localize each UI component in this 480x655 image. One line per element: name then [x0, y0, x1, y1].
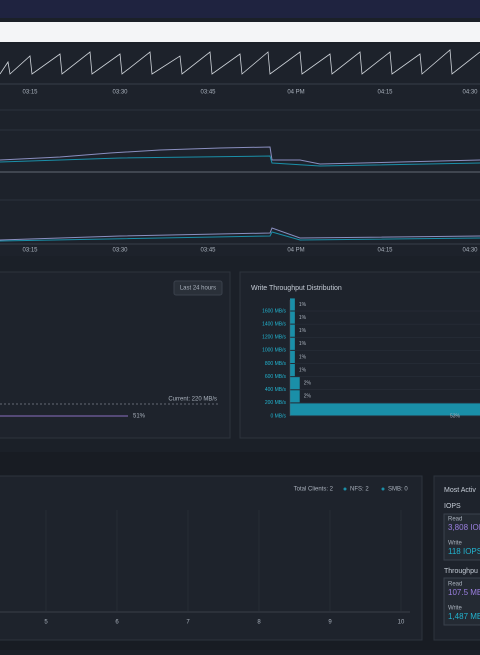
sparkline — [0, 49, 480, 75]
x-tick-label: 03:15 — [22, 248, 38, 254]
y-tick-label: 1400 MB/s — [262, 321, 286, 327]
x-tick-label: 6 — [115, 620, 119, 626]
bar — [290, 324, 295, 337]
y-tick-label: 400 MB/s — [265, 387, 287, 393]
y-tick-label: 1000 MB/s — [262, 348, 286, 354]
y-tick-label: 1600 MB/s — [262, 308, 286, 314]
x-tick-label: 9 — [328, 620, 332, 626]
iops-heading: IOPS — [444, 503, 461, 510]
bar-label: 1% — [299, 341, 307, 347]
read-panel — [0, 271, 231, 439]
iops-box — [443, 513, 480, 561]
histogram: 0 MB/s 200 MB/s 400 MB/s 600 MB/s 800 MB/s 10… — [262, 298, 480, 419]
range-button-label[interactable]: Last 24 hours — [180, 286, 216, 292]
most-active: Most Activ IOPS Read 3,808 IOPS Write 11… — [443, 487, 480, 626]
timeline-panel — [0, 44, 480, 256]
write-throughput: 1,487 MB/s — [448, 612, 480, 621]
search-bar[interactable] — [0, 22, 480, 42]
write-iops: 118 IOPS — [448, 547, 480, 556]
smb-dot — [381, 487, 385, 491]
throughput-heading: Throughpu — [444, 568, 478, 575]
line — [0, 227, 480, 241]
bar — [290, 337, 295, 350]
y-tick-label: 800 MB/s — [265, 361, 287, 367]
clients-panel — [0, 475, 423, 641]
current-label: Current: 220 MB/s — [168, 397, 217, 403]
write-label: Write — [448, 606, 463, 612]
bar-label: 1% — [299, 302, 307, 308]
smb-count: SMB: 0 — [388, 487, 408, 493]
bar-label: 1% — [299, 315, 307, 321]
panel-title: Most Activ — [444, 487, 476, 494]
x-tick-label: 04:15 — [377, 248, 393, 254]
x-tick-label: 04:30 — [462, 90, 478, 96]
bar-label: 1% — [299, 367, 307, 373]
bar — [290, 377, 300, 390]
line — [0, 231, 480, 242]
line — [0, 146, 480, 165]
read-label: Read — [448, 582, 462, 588]
bar — [290, 364, 295, 377]
clients-axis: 5 6 7 8 9 10 — [44, 510, 405, 626]
top-bar — [0, 0, 480, 18]
x-tick-label: 03:45 — [200, 90, 216, 96]
chart-title: Write Throughput Distribution — [251, 285, 342, 292]
bar-label: 1% — [299, 328, 307, 334]
line — [0, 155, 480, 167]
range-button[interactable] — [173, 280, 223, 296]
x-tick-label: 5 — [44, 620, 48, 626]
x-tick-label: 04:30 — [462, 248, 478, 254]
x-tick-label: 03:45 — [200, 248, 216, 254]
bar-label: 2% — [304, 394, 312, 400]
nfs-count: NFS: 2 — [350, 487, 369, 493]
x-tick-label: 10 — [398, 620, 405, 626]
x-tick-label: 04:15 — [377, 90, 393, 96]
x-tick-label: 03:30 — [112, 90, 128, 96]
x-tick-label: 03:30 — [112, 248, 128, 254]
throughput-box — [443, 577, 480, 626]
bar — [290, 350, 295, 364]
bar — [290, 390, 300, 403]
x-tick-label: 7 — [186, 620, 190, 626]
y-tick-label: 1200 MB/s — [262, 335, 286, 341]
x-tick-label: 03:15 — [22, 90, 38, 96]
write-label: Write — [448, 541, 463, 547]
x-tick-label: 04 PM — [287, 90, 304, 96]
bar — [290, 311, 295, 324]
y-tick-label: 200 MB/s — [265, 400, 287, 406]
x-tick-label: 8 — [257, 620, 261, 626]
bar-label: 1% — [299, 354, 307, 360]
bar-label: 2% — [304, 381, 312, 387]
percent-label: 51% — [133, 414, 146, 420]
total-clients: Total Clients: 2 — [294, 487, 334, 493]
read-iops: 3,808 IOPS — [448, 523, 480, 532]
read-throughput: 107.5 MB/s — [448, 588, 480, 597]
bar — [290, 298, 295, 311]
y-tick-label: 600 MB/s — [265, 374, 287, 380]
bar — [290, 403, 480, 416]
read-label: Read — [448, 517, 462, 523]
x-tick-label: 04 PM — [287, 248, 304, 254]
bar-label: 53% — [450, 413, 461, 419]
y-tick-label: 0 MB/s — [270, 413, 286, 419]
nfs-dot — [343, 487, 347, 491]
